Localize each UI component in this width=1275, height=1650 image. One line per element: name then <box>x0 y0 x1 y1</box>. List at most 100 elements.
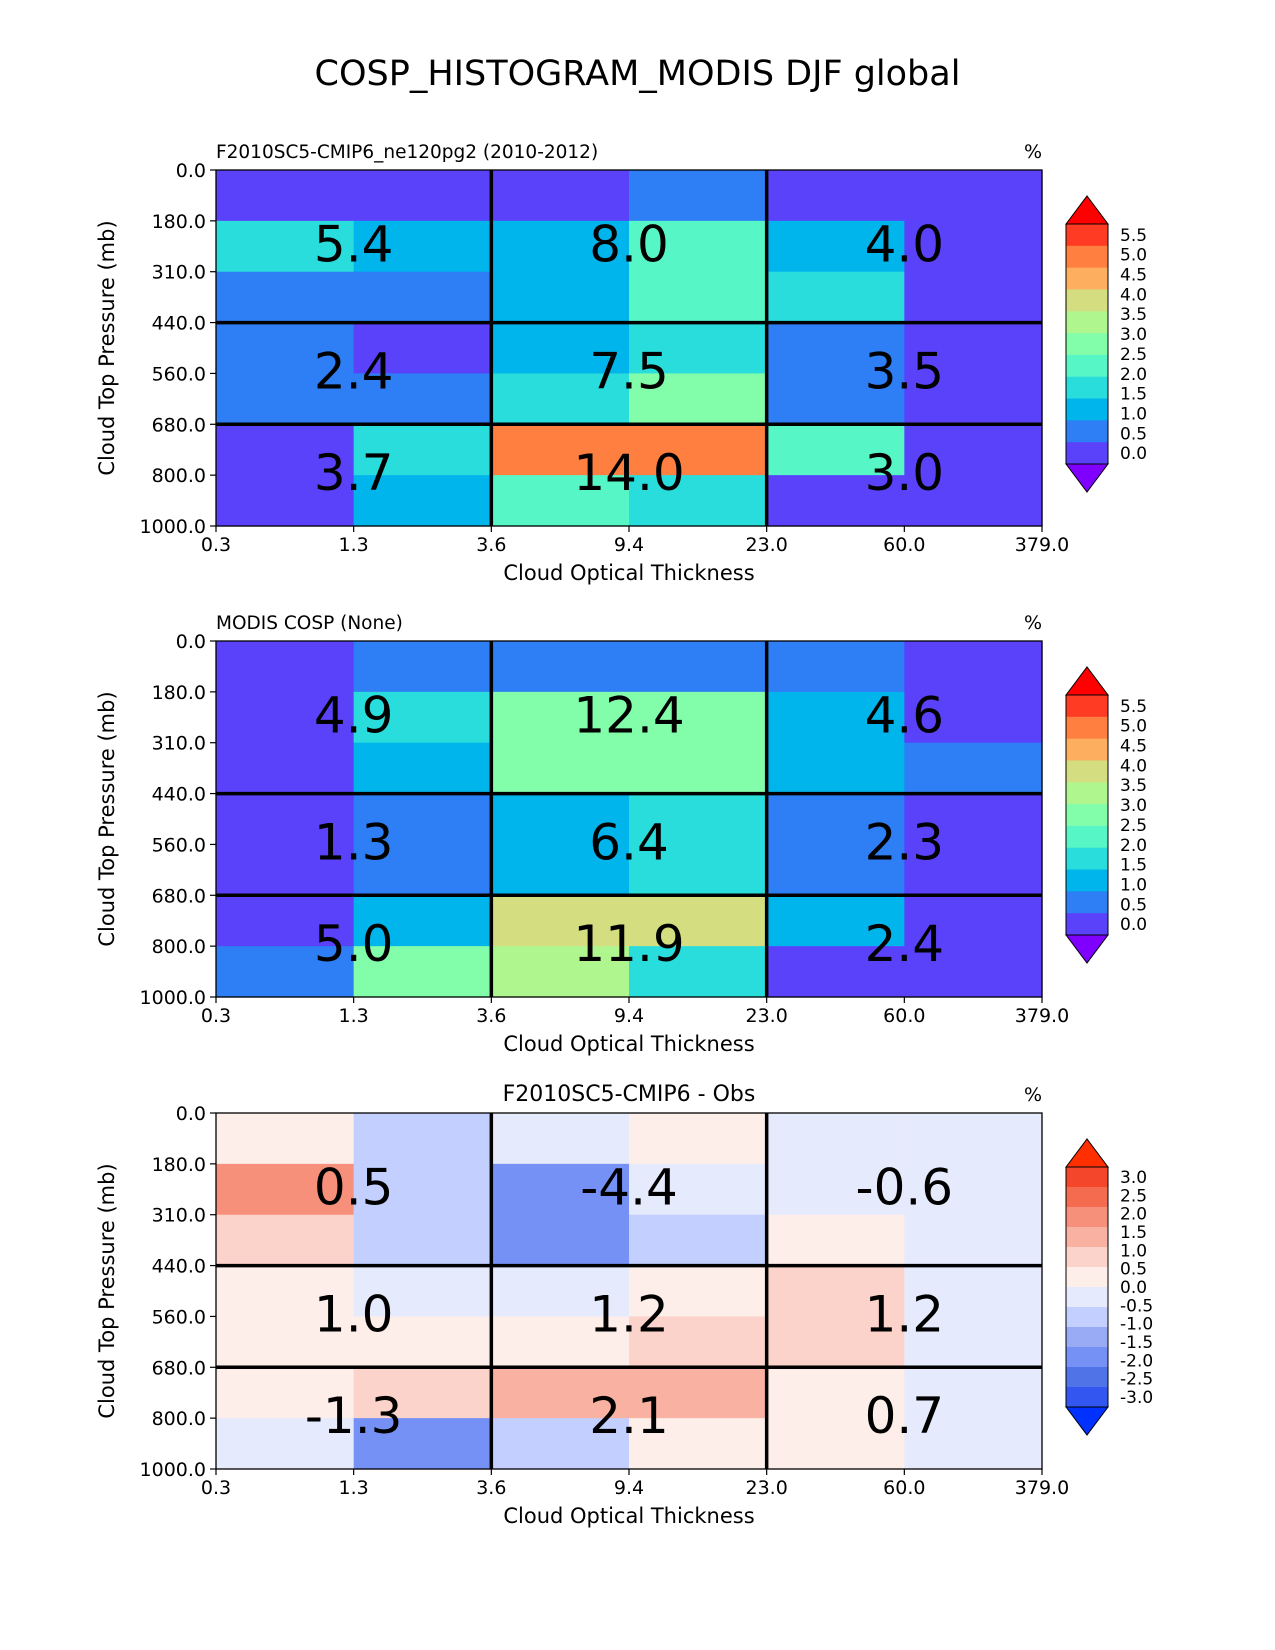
heatmap-cell <box>216 373 355 425</box>
colorbar-band <box>1066 760 1108 783</box>
heatmap-cell <box>766 1163 905 1216</box>
heatmap-cell <box>491 1214 630 1267</box>
heatmap-cell <box>353 1367 492 1419</box>
colorbar-tick-label: 0.0 <box>1120 1278 1147 1298</box>
group-value-label: 4.9 <box>314 686 394 744</box>
y-tick-label: 680.0 <box>152 414 206 436</box>
heatmap-cell <box>766 844 905 896</box>
heatmap-cell <box>766 322 905 375</box>
heatmap-cell <box>629 271 768 324</box>
y-tick-label: 180.0 <box>152 682 206 704</box>
heatmap-cell <box>629 691 768 744</box>
colorbar-extension-min <box>1065 1406 1109 1436</box>
colorbar-tick-label: -1.5 <box>1120 1333 1153 1353</box>
colorbar: 5.55.04.54.03.53.02.52.01.51.00.50.0 <box>1065 195 1147 493</box>
x-axis-label: Cloud Optical Thickness <box>503 1032 754 1056</box>
group-value-label: 3.0 <box>865 444 945 502</box>
heatmap-cell <box>904 1265 1043 1318</box>
x-tick-label: 60.0 <box>883 534 925 556</box>
colorbar-extension-max <box>1065 195 1109 225</box>
x-tick-label: 9.4 <box>614 1005 644 1027</box>
colorbar-band <box>1066 891 1108 914</box>
colorbar-band <box>1066 420 1108 443</box>
x-tick-label: 1.3 <box>339 1005 369 1027</box>
heatmap-cell <box>216 1367 355 1419</box>
group-value-label: 2.3 <box>865 813 945 871</box>
heatmap-cell <box>904 220 1043 273</box>
heatmap-cell <box>491 895 630 947</box>
colorbar-tick-label: 2.0 <box>1120 365 1147 385</box>
heatmap-cell <box>216 475 355 527</box>
y-tick-label: 440.0 <box>152 1256 206 1278</box>
group-value-label: 0.5 <box>314 1158 394 1216</box>
heatmap-cell <box>766 946 905 998</box>
heatmap-cell <box>766 742 905 795</box>
heatmap-cell <box>491 844 630 896</box>
group-value-label: 4.0 <box>865 215 945 273</box>
colorbar-tick-label: 5.5 <box>1120 226 1147 246</box>
y-tick-label: 1000.0 <box>140 1459 206 1481</box>
colorbar-band <box>1066 1287 1108 1308</box>
y-axis-label: Cloud Top Pressure (mb) <box>95 220 119 475</box>
group-value-label: 6.4 <box>589 813 669 871</box>
x-axis-label: Cloud Optical Thickness <box>503 561 754 585</box>
x-tick-label: 379.0 <box>1015 534 1069 556</box>
heatmap-cell <box>766 220 905 273</box>
colorbar-band <box>1066 224 1108 247</box>
colorbar-tick-label: 3.0 <box>1120 1168 1147 1188</box>
group-value-label: 2.4 <box>865 915 945 973</box>
x-tick-label: 60.0 <box>883 1005 925 1027</box>
group-value-label: 3.7 <box>314 444 394 502</box>
heatmap-cell <box>216 641 355 693</box>
y-tick-label: 310.0 <box>152 733 206 755</box>
colorbar-tick-label: 5.0 <box>1120 246 1147 266</box>
colorbar-tick-label: 0.5 <box>1120 895 1147 915</box>
heatmap-cell <box>904 844 1043 896</box>
y-axis-label: Cloud Top Pressure (mb) <box>95 691 119 946</box>
heatmap-cell <box>629 373 768 425</box>
heatmap-cell <box>491 691 630 744</box>
heatmap-cell <box>766 1113 905 1165</box>
y-tick-label: 310.0 <box>152 1205 206 1227</box>
heatmap-cell <box>766 1214 905 1267</box>
units-label: % <box>1024 612 1042 634</box>
panel-title: F2010SC5-CMIP6_ne120pg2 (2010-2012) <box>216 142 598 163</box>
colorbar-band <box>1066 869 1108 892</box>
heatmap-cell <box>766 424 905 476</box>
heatmap-cell <box>766 1265 905 1318</box>
colorbar-band <box>1066 825 1108 849</box>
colorbar-tick-label: 2.0 <box>1120 836 1147 856</box>
colorbar-frame <box>1065 1166 1109 1408</box>
heatmap-cell <box>216 1265 355 1318</box>
colorbar-extension-max <box>1065 666 1109 696</box>
heatmap-cell <box>904 641 1043 693</box>
y-tick-label: 180.0 <box>152 211 206 233</box>
panel-title: F2010SC5-CMIP6 - Obs <box>503 1082 756 1107</box>
x-tick-label: 60.0 <box>883 1477 925 1499</box>
colorbar-tick-label: -2.5 <box>1120 1370 1153 1390</box>
colorbar-tick-label: 1.0 <box>1120 875 1147 895</box>
heatmap-cell <box>353 895 492 947</box>
heatmap-cell <box>491 475 630 527</box>
colorbar-tick-label: 0.5 <box>1120 1260 1147 1280</box>
colorbar-tick-label: 1.0 <box>1120 1241 1147 1261</box>
y-tick-label: 800.0 <box>152 465 206 487</box>
colorbar-tick-label: 3.5 <box>1120 305 1147 325</box>
heatmap-cell <box>491 424 630 476</box>
heatmap-cell <box>904 1316 1043 1368</box>
colorbar-tick-label: 2.0 <box>1120 1205 1147 1225</box>
heatmap-cell <box>216 220 355 273</box>
colorbar-band <box>1066 289 1108 312</box>
heatmap-cell <box>353 691 492 744</box>
group-value-label: -4.4 <box>580 1158 678 1216</box>
heatmap-cell <box>629 220 768 273</box>
heatmap-cell <box>216 170 355 222</box>
y-axis-label: Cloud Top Pressure (mb) <box>95 1163 119 1418</box>
heatmap-cell <box>491 946 630 998</box>
colorbar-tick-label: 0.0 <box>1120 915 1147 935</box>
x-tick-label: 23.0 <box>746 534 788 556</box>
group-value-label: 0.7 <box>865 1387 945 1445</box>
y-tick-label: 680.0 <box>152 1357 206 1379</box>
x-tick-label: 23.0 <box>746 1477 788 1499</box>
